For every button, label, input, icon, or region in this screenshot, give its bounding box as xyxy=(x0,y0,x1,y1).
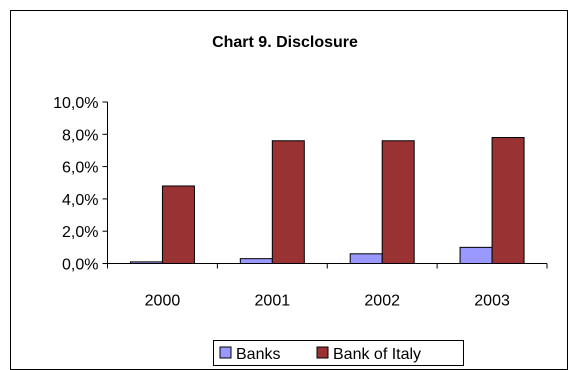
bar-banks-2000 xyxy=(129,261,163,265)
bar-bank-of-italy-2000 xyxy=(161,185,195,264)
x-tick-label: 2002 xyxy=(364,293,400,310)
y-tick-label: 4,0% xyxy=(62,192,98,209)
legend-box xyxy=(213,340,464,366)
bar-banks-2001 xyxy=(239,258,273,264)
bar-banks-2002 xyxy=(349,253,383,264)
legend-label-bank-of-italy: Bank of Italy xyxy=(333,346,421,363)
y-tick-label: 8,0% xyxy=(62,127,98,144)
bar-bank-of-italy-2001 xyxy=(271,140,305,264)
y-tick-label: 2,0% xyxy=(62,224,98,241)
legend-swatch-banks xyxy=(219,346,232,359)
y-axis-ticks: 0,0% 2,0% 4,0% 6,0% 8,0% 10,0% xyxy=(53,95,108,274)
x-tick-label: 2001 xyxy=(255,293,291,310)
bar-bank-of-italy-2003 xyxy=(491,137,525,264)
bar-banks-2003 xyxy=(459,246,493,265)
legend: Banks Bank of Italy xyxy=(213,340,464,366)
x-axis-ticks: 2000 2001 2002 2003 xyxy=(107,263,548,310)
y-tick-label: 10,0% xyxy=(53,95,98,112)
y-tick-label: 6,0% xyxy=(62,160,98,177)
legend-swatch-bank-of-italy xyxy=(316,346,329,359)
bars xyxy=(129,137,525,265)
y-tick-label: 0,0% xyxy=(62,257,98,274)
x-tick-label: 2003 xyxy=(474,293,510,310)
chart-title: Chart 9. Disclosure xyxy=(212,34,358,51)
legend-label-banks: Banks xyxy=(236,346,280,363)
bar-bank-of-italy-2002 xyxy=(381,140,415,264)
x-tick-label: 2000 xyxy=(145,293,181,310)
